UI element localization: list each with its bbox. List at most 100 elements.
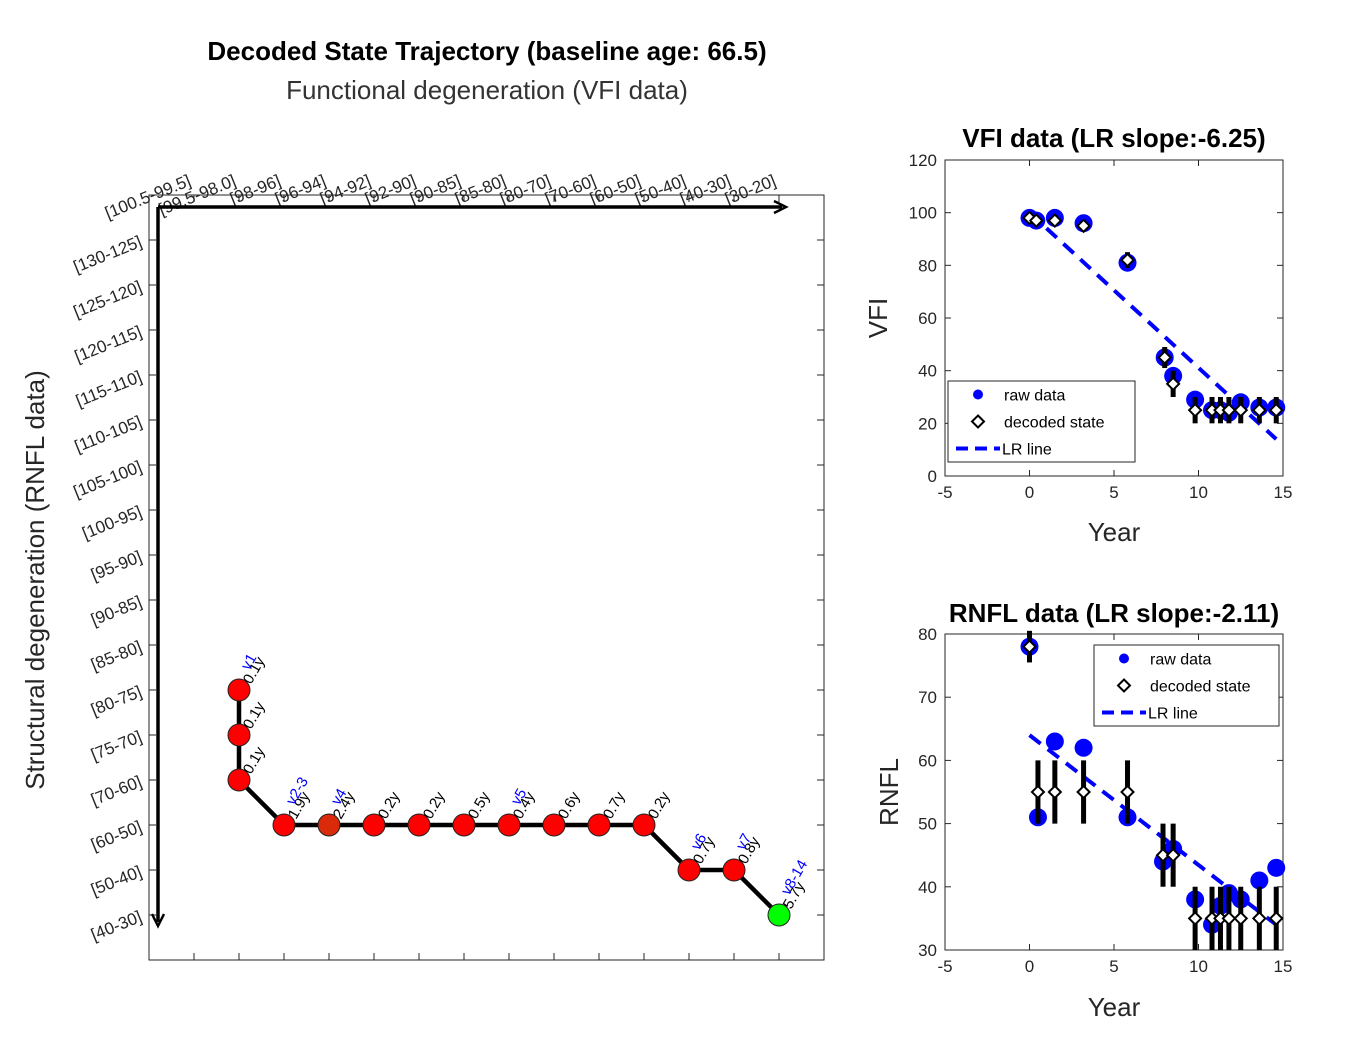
rnfl-decoded-point	[1165, 847, 1181, 863]
rnfl-legend-raw-marker	[1119, 653, 1129, 664]
rnfl-y-tick-label: 40	[918, 878, 937, 897]
rnfl-decoded-point	[1251, 910, 1267, 926]
rnfl-x-tick-label: 5	[1109, 957, 1118, 976]
vfi-decoded-point	[1251, 402, 1267, 418]
vfi-decoded-point	[1233, 402, 1249, 418]
state-point	[452, 813, 476, 837]
y-tick-label: [95-90]	[88, 547, 144, 584]
visit-label: v1	[238, 651, 261, 673]
duration-label: 0.5y	[465, 789, 494, 822]
vfi-y-tick-label: 40	[918, 362, 937, 381]
vfi-y-tick-label: 20	[918, 414, 937, 433]
state-point	[407, 813, 431, 837]
state-point	[227, 723, 251, 747]
rnfl-raw-point	[1250, 871, 1269, 890]
vfi-y-tick-label: 80	[918, 256, 937, 275]
trajectory-panel: Decoded State Trajectory (baseline age: …	[20, 36, 825, 961]
vfi-x-tick-label: -5	[937, 483, 952, 502]
vfi-panel: VFI data (LR slope:-6.25) Year VFI -5 0 5 1…	[863, 123, 1292, 547]
trajectory-points	[227, 678, 791, 927]
vfi-decoded-point	[1076, 218, 1091, 234]
state-point	[497, 813, 521, 837]
vfi-x-tick-label: 15	[1274, 483, 1293, 502]
vfi-title: VFI data (LR slope:-6.25)	[962, 123, 1265, 153]
vfi-y-tick-label: 0	[928, 467, 937, 486]
y-tick-label: [80-75]	[88, 682, 144, 719]
rnfl-legend-label: LR line	[1148, 706, 1198, 723]
rnfl-y-tick-label: 80	[918, 625, 937, 644]
y-tick-label: [110-105]	[72, 412, 145, 456]
duration-label: 0.7y	[600, 789, 629, 822]
rnfl-y-tick-label: 70	[918, 688, 937, 707]
rnfl-decoded-point	[1233, 910, 1249, 926]
visit-label: v4	[328, 786, 351, 808]
trajectory-y-tick-labels: [130-125][125-120][120-115][115-110][110…	[71, 232, 145, 944]
y-tick-label: [40-30]	[88, 907, 144, 944]
trajectory-line	[236, 690, 781, 917]
rnfl-decoded-point	[1120, 784, 1135, 800]
y-tick-label: [100-95]	[80, 502, 145, 543]
vfi-xlabel: Year	[1088, 517, 1141, 547]
rnfl-decoded-point	[1047, 784, 1063, 800]
visit-label: v8-14	[778, 857, 811, 898]
rnfl-panel: RNFL data (LR slope:-2.11) Year RNFL -5 0…	[874, 598, 1292, 1022]
y-tick-label: [130-125]	[71, 232, 145, 277]
rnfl-y-tick-label: 60	[918, 751, 937, 770]
vfi-decoded-point	[1187, 402, 1203, 418]
vfi-y-tick-label: 120	[909, 151, 937, 170]
state-point	[272, 813, 296, 837]
vfi-legend-label: LR line	[1002, 442, 1052, 459]
vfi-x-tick-label: 0	[1025, 483, 1034, 502]
y-arrow-head	[150, 913, 166, 929]
state-point	[362, 813, 386, 837]
rnfl-y-tick-label: 30	[918, 941, 937, 960]
trajectory-x-tick-labels: [100.5-99.5][99.5-98.0][98-96][96-94][94…	[102, 171, 778, 223]
rnfl-x-tick-label: 10	[1189, 957, 1208, 976]
duration-label: 0.6y	[555, 789, 584, 822]
trajectory-ticks	[149, 195, 824, 960]
vfi-y-tick-label: 100	[909, 204, 937, 223]
vfi-decoded-point	[1157, 350, 1173, 365]
x-tick-label: [30-20]	[722, 171, 778, 208]
y-tick-label: [85-80]	[88, 637, 144, 674]
vfi-x-tick-label: 10	[1189, 483, 1208, 502]
rnfl-x-tick-label: 15	[1274, 957, 1293, 976]
state-point	[677, 858, 701, 882]
visit-label: v5	[508, 786, 531, 808]
y-tick-label: [70-60]	[88, 772, 144, 809]
vfi-x-tick-label: 5	[1109, 483, 1118, 502]
visit-label: v6	[688, 831, 711, 853]
vfi-decoded-point	[1268, 402, 1284, 418]
rnfl-decoded-point	[1221, 910, 1237, 926]
rnfl-x-tick-label: 0	[1025, 957, 1034, 976]
rnfl-y-tick-label: 50	[918, 815, 937, 834]
y-tick-label: [120-115]	[72, 322, 145, 366]
rnfl-decoded-point	[1187, 910, 1203, 926]
trajectory-subtitle: Functional degeneration (VFI data)	[286, 75, 688, 105]
trajectory-title: Decoded State Trajectory (baseline age: …	[207, 36, 766, 66]
rnfl-raw-point	[1045, 732, 1064, 751]
trajectory-path	[236, 690, 781, 917]
duration-label: 0.1y	[240, 744, 269, 777]
rnfl-legend-label: decoded state	[1150, 679, 1251, 696]
rnfl-decoded-point	[1030, 784, 1046, 800]
vfi-ylabel: VFI	[863, 298, 893, 338]
duration-label: 0.2y	[420, 789, 449, 822]
x-arrow-head	[773, 199, 789, 215]
y-tick-label: [90-85]	[88, 592, 144, 629]
vfi-y-tick-label: 60	[918, 309, 937, 328]
rnfl-x-tick-label: -5	[937, 957, 952, 976]
duration-label: 0.2y	[375, 789, 404, 822]
rnfl-raw-point	[1074, 738, 1093, 757]
y-tick-label: [50-40]	[88, 862, 144, 899]
vfi-legend-label: decoded state	[1004, 415, 1105, 432]
vfi-decoded-point	[1165, 376, 1181, 392]
vfi-decoded-point	[1047, 213, 1063, 228]
rnfl-decoded-point	[1076, 784, 1091, 800]
rnfl-plot-area: -5 0 5 10 15 30 40 50 60 70 80 raw data decoded stat…	[918, 625, 1292, 976]
rnfl-decoded-point	[1155, 847, 1171, 863]
rnfl-decoded-point	[1268, 910, 1284, 926]
vfi-decoded-point	[1028, 213, 1044, 228]
